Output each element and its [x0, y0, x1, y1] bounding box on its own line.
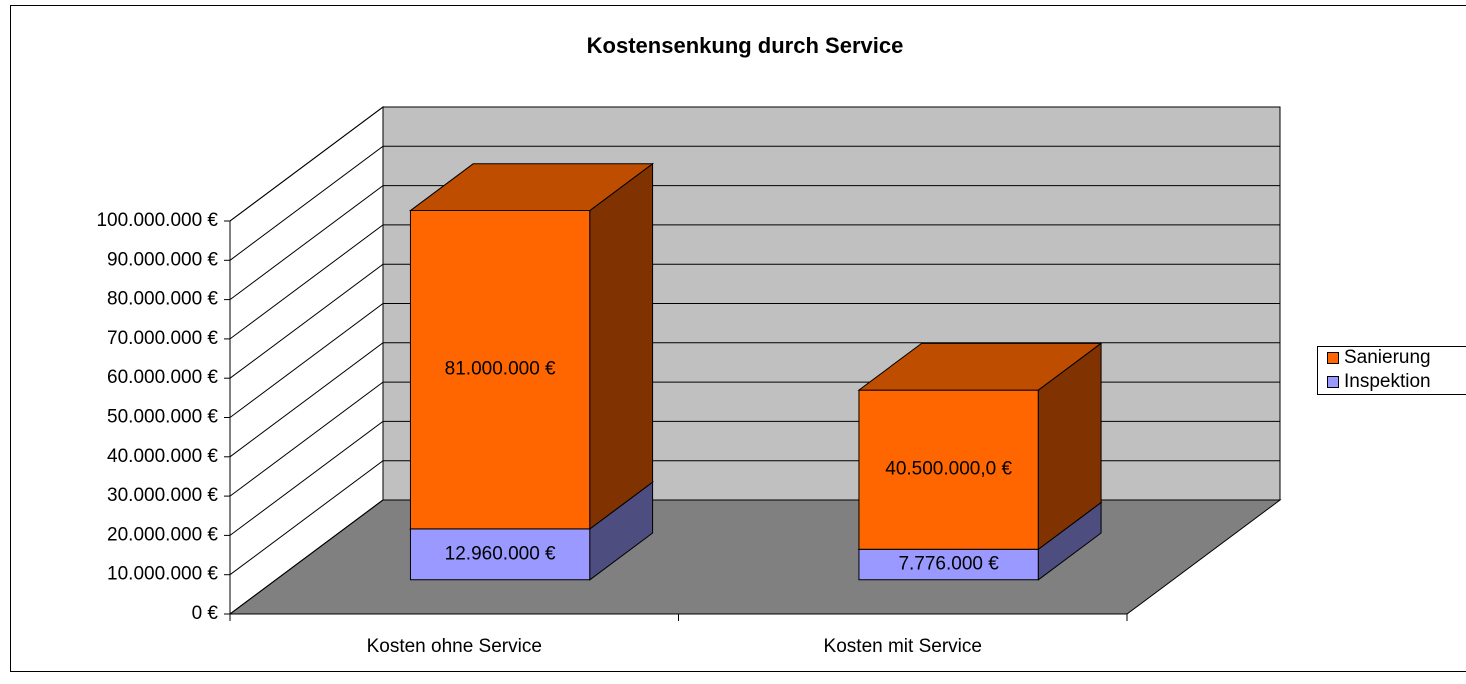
x-tick-label: Kosten ohne Service: [367, 636, 542, 657]
y-tick-label: 30.000.000 €: [107, 485, 218, 506]
y-tick-label: 40.000.000 €: [107, 446, 218, 467]
y-tick-label: 60.000.000 €: [107, 367, 218, 388]
legend-swatch: [1328, 353, 1339, 364]
legend-label: Inspektion: [1344, 371, 1431, 392]
floor: [230, 500, 1280, 614]
chart-title: Kostensenkung durch Service: [587, 33, 904, 58]
y-tick-label: 70.000.000 €: [107, 328, 218, 349]
value-label: 40.500.000,0 €: [885, 459, 1012, 480]
bar-side: [590, 164, 653, 529]
y-tick-label: 10.000.000 €: [107, 564, 218, 585]
y-tick-label: 50.000.000 €: [107, 407, 218, 428]
y-tick-label: 0 €: [192, 603, 219, 624]
x-tick-label: Kosten mit Service: [824, 636, 982, 657]
value-label: 12.960.000 €: [445, 543, 556, 564]
y-tick-label: 100.000.000 €: [96, 210, 218, 231]
legend-swatch: [1328, 377, 1339, 388]
y-tick-label: 80.000.000 €: [107, 289, 218, 310]
y-tick-label: 90.000.000 €: [107, 249, 218, 270]
value-label: 81.000.000 €: [445, 359, 556, 380]
y-tick-label: 20.000.000 €: [107, 524, 218, 545]
value-label: 7.776.000 €: [898, 554, 999, 575]
legend-label: Sanierung: [1344, 347, 1431, 368]
